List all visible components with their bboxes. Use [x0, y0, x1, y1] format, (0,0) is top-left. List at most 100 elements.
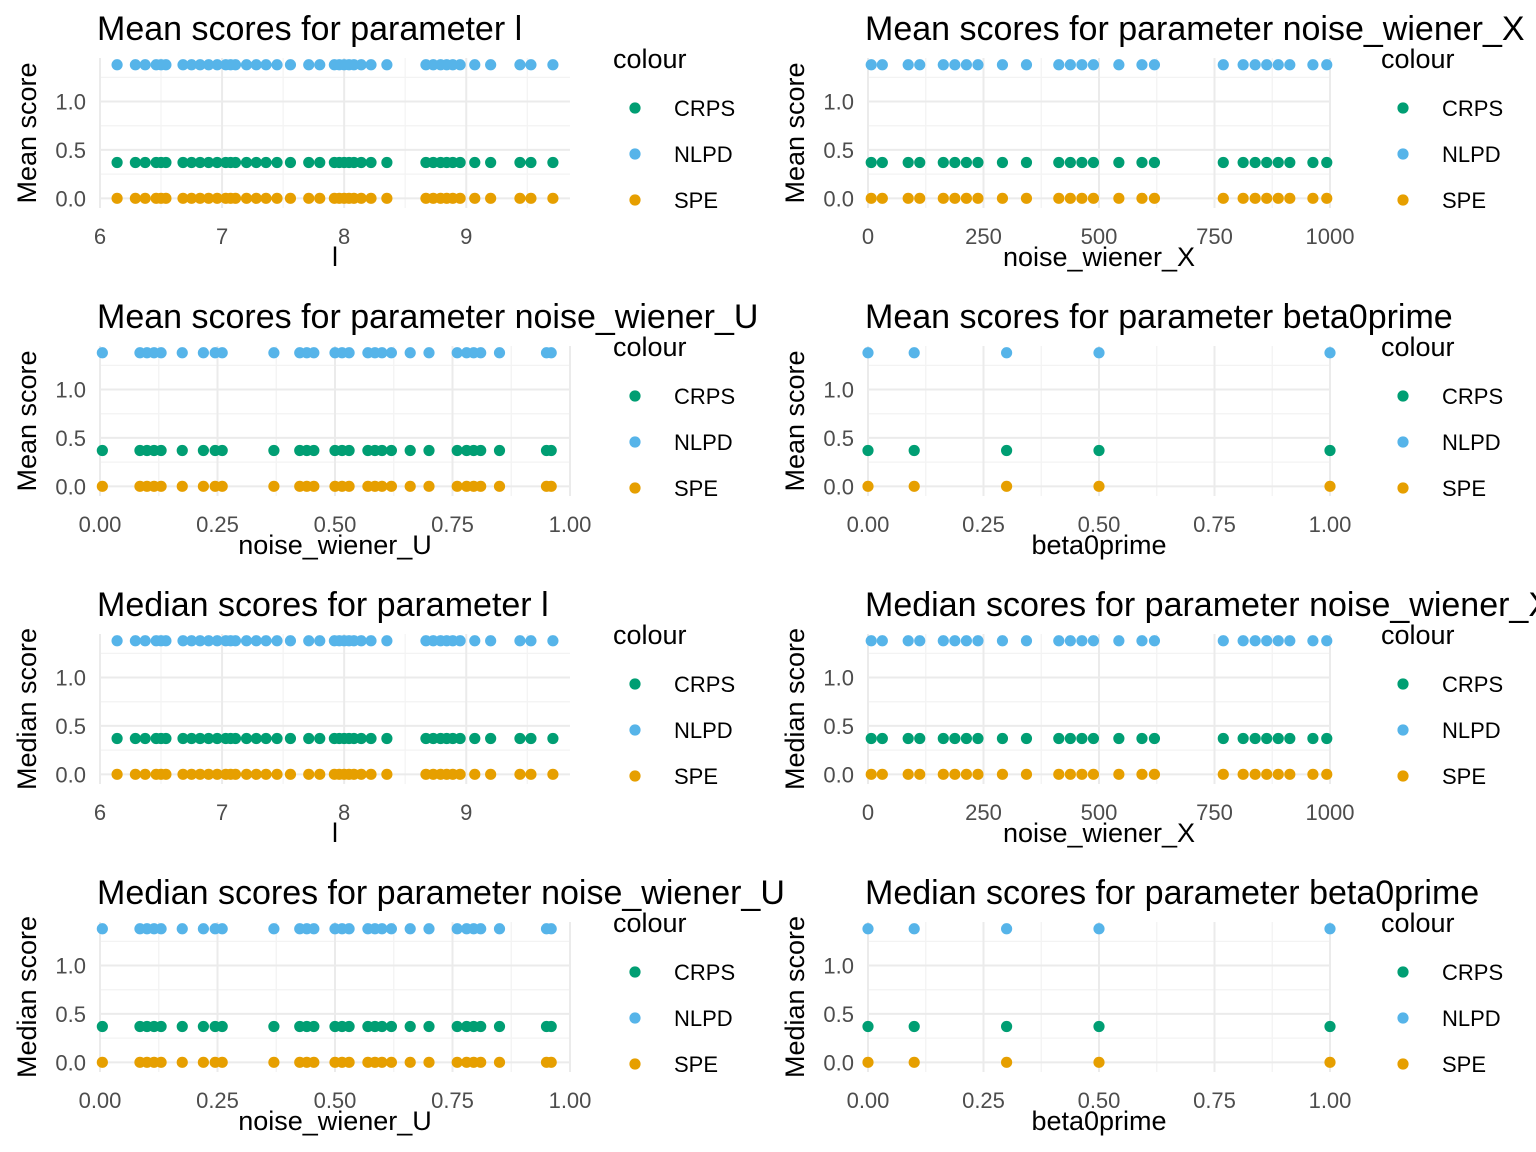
data-point [129, 732, 142, 745]
chart-title: Mean scores for parameter beta0prime [865, 298, 1453, 336]
data-point [355, 768, 367, 780]
data-point [343, 923, 355, 935]
data-point [454, 635, 466, 647]
data-point [475, 1056, 487, 1068]
data-point [1321, 156, 1333, 169]
data-point [469, 768, 481, 780]
data-point [303, 59, 315, 71]
data-point [469, 635, 481, 647]
data-point [1307, 635, 1319, 647]
data-point [343, 444, 355, 457]
panel-7: 0.00 0.25 0.50 0.75 1.00 0.0 0.5 1.0 Median scor… [780, 874, 1503, 1136]
data-point [545, 347, 557, 359]
y-axis-title: Median score [12, 628, 42, 790]
y-tick-label: 0.0 [55, 762, 86, 787]
y-tick-label: 0.0 [823, 1050, 854, 1075]
y-axis-title: Mean score [780, 350, 810, 491]
legend: colour CRPS NLPD SPE [613, 908, 735, 1077]
data-point [485, 635, 497, 647]
y-tick-label: 0.5 [823, 426, 854, 451]
data-point [1148, 59, 1161, 71]
y-tick-label: 0.0 [823, 186, 854, 211]
data-point [96, 347, 108, 359]
data-point [423, 1020, 435, 1033]
data-point [271, 635, 283, 647]
y-tick-label: 0.0 [823, 474, 854, 499]
y-axis-title: Median score [12, 916, 42, 1078]
legend: colour CRPS NLPD SPE [1381, 620, 1503, 789]
data-point [1261, 732, 1273, 745]
panel-0: 6 7 8 9 0.0 0.5 1.0 Mean scores for parameter l… [12, 10, 735, 272]
data-point [485, 768, 497, 780]
major-gridlines [99, 346, 571, 496]
data-point [514, 156, 526, 169]
legend-label: CRPS [1442, 384, 1503, 409]
x-tick-label: 250 [965, 800, 1002, 825]
data-point [1064, 192, 1076, 204]
data-point [211, 192, 223, 204]
legend-label: CRPS [1442, 960, 1503, 985]
data-point [525, 635, 537, 647]
data-point [177, 732, 189, 745]
legend-key-crps [1397, 678, 1409, 690]
x-axis-title: beta0prime [1031, 530, 1166, 560]
data-point [1076, 635, 1088, 647]
major-gridlines [867, 58, 1331, 208]
data-point [1321, 59, 1333, 71]
data-point [185, 192, 198, 204]
x-tick-label: 0.00 [79, 1088, 122, 1113]
data-point [1321, 732, 1333, 745]
data-point [865, 156, 877, 169]
series-crps [865, 156, 1333, 169]
series-crps [96, 1020, 557, 1033]
x-tick-label: 8 [338, 800, 350, 825]
data-point [96, 480, 108, 492]
y-tick-label: 1.0 [55, 666, 86, 691]
data-point [385, 1020, 397, 1033]
legend-key-spe [629, 194, 641, 206]
data-point [185, 732, 198, 745]
data-point [303, 768, 315, 780]
data-point [271, 768, 283, 780]
x-tick-label: 0.50 [1078, 1088, 1121, 1113]
data-point [914, 768, 926, 780]
data-point [385, 347, 397, 359]
legend: colour CRPS NLPD SPE [1381, 908, 1503, 1077]
data-point [260, 635, 272, 647]
data-point [343, 1020, 355, 1033]
data-point [1321, 635, 1333, 647]
data-point [493, 923, 506, 935]
legend-key-nlpd [1397, 148, 1409, 160]
data-point [1053, 768, 1065, 780]
data-point [1324, 480, 1336, 492]
data-point [216, 347, 228, 359]
data-point [385, 1056, 397, 1068]
data-point [1237, 732, 1249, 745]
data-point [197, 923, 209, 935]
data-point [111, 768, 123, 780]
data-point [343, 480, 355, 492]
data-point [139, 156, 151, 169]
data-point [1217, 59, 1229, 71]
data-point [493, 1056, 506, 1068]
x-tick-label: 0.75 [1193, 512, 1236, 537]
data-point [139, 192, 151, 204]
data-point [111, 156, 123, 169]
data-point [303, 732, 315, 745]
data-point [423, 480, 435, 492]
data-point [1249, 192, 1261, 204]
major-gridlines [867, 634, 1331, 784]
data-point [229, 59, 242, 71]
data-point [303, 192, 315, 204]
series-crps [862, 1020, 1336, 1033]
data-point [876, 732, 888, 745]
data-point [260, 768, 272, 780]
data-point [260, 732, 272, 745]
major-gridlines [867, 922, 1331, 1072]
legend-title: colour [1381, 908, 1455, 938]
data-point [250, 732, 262, 745]
data-point [547, 768, 559, 780]
data-point [197, 480, 209, 492]
data-point [454, 192, 466, 204]
data-point [303, 156, 315, 169]
